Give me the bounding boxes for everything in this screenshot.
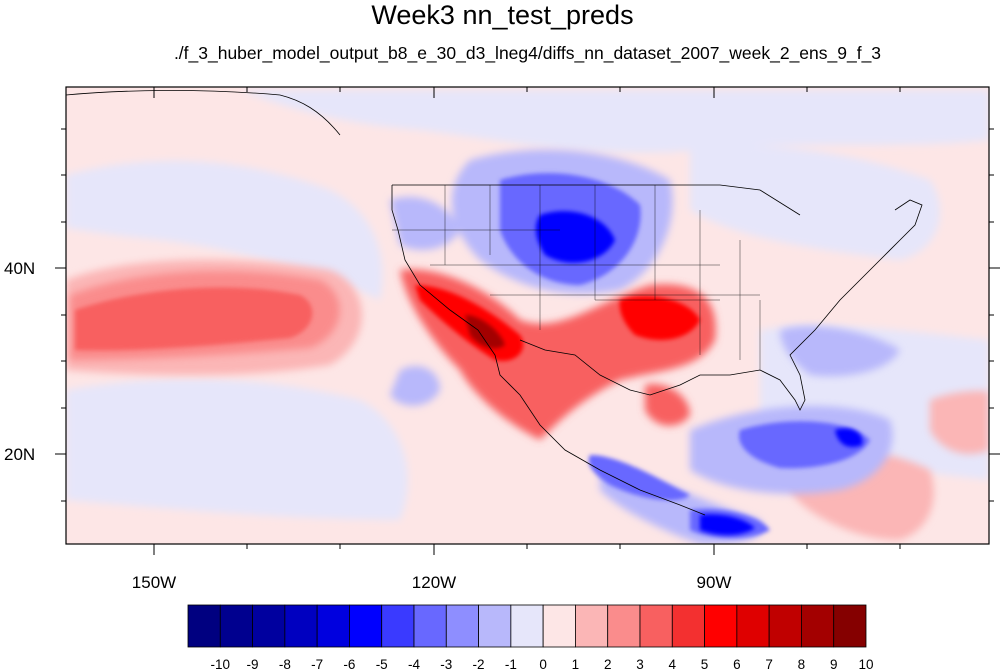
lon-label-120w: 120W: [412, 573, 456, 592]
colorbar-label: 3: [636, 657, 644, 672]
colorbar-label: -3: [440, 657, 452, 672]
contour-field: [66, 87, 989, 544]
colorbar-label: 10: [858, 657, 873, 672]
lon-label-90w: 90W: [697, 573, 732, 592]
colorbar-label: -7: [311, 657, 323, 672]
colorbar-label: -10: [211, 657, 231, 672]
colorbar-label: -9: [247, 657, 259, 672]
colorbar-swatch: [445, 604, 479, 648]
colorbar-label: 7: [765, 657, 773, 672]
colorbar-label: -8: [279, 657, 291, 672]
colorbar-swatch: [413, 604, 447, 648]
colorbar-label: 0: [539, 657, 547, 672]
axis-ticks: [55, 87, 1000, 555]
colorbar-swatch: [284, 604, 318, 648]
colorbar-swatch: [801, 604, 835, 648]
colorbar-swatch: [671, 604, 705, 648]
colorbar-swatch: [219, 604, 253, 648]
colorbar-labels: -10 -9 -8 -7 -6 -5 -4 -3 -2 -1 0 1 2 3 4 5 6 7 8 9 10: [211, 657, 874, 672]
colorbar-swatch: [542, 604, 576, 648]
state-borders: [392, 185, 761, 370]
colorbar-swatch: [736, 604, 770, 648]
colorbar-label: -5: [376, 657, 388, 672]
colorbar-label: 8: [798, 657, 806, 672]
map-title: Week3 nn_test_preds: [371, 0, 634, 30]
colorbar-swatch: [768, 604, 802, 648]
colorbar-swatch: [607, 604, 641, 648]
colorbar-label: -1: [505, 657, 517, 672]
colorbar-label: 1: [572, 657, 580, 672]
colorbar-swatch: [704, 604, 738, 648]
lat-label-20n: 20N: [4, 445, 35, 464]
colorbar-swatch: [639, 604, 673, 648]
colorbar-swatch: [510, 604, 544, 648]
colorbar-label: 2: [604, 657, 612, 672]
colorbar: [187, 604, 867, 648]
colorbar-swatch: [833, 604, 867, 648]
colorbar-label: 6: [733, 657, 741, 672]
lat-label-40n: 40N: [4, 259, 35, 278]
colorbar-label: 4: [669, 657, 677, 672]
colorbar-swatch: [316, 604, 350, 648]
colorbar-label: -2: [473, 657, 485, 672]
colorbar-swatch: [252, 604, 286, 648]
colorbar-swatch: [187, 604, 221, 648]
colorbar-swatch: [381, 604, 415, 648]
colorbar-label: -6: [343, 657, 355, 672]
colorbar-label: 9: [830, 657, 838, 672]
coastlines: [66, 90, 923, 516]
colorbar-label: 5: [701, 657, 709, 672]
colorbar-label: -4: [408, 657, 420, 672]
lon-label-150w: 150W: [132, 573, 176, 592]
map-subtitle: ./f_3_huber_model_output_b8_e_30_d3_lneg…: [173, 43, 882, 63]
colorbar-swatch: [349, 604, 383, 648]
colorbar-swatch: [478, 604, 512, 648]
colorbar-swatch: [575, 604, 609, 648]
